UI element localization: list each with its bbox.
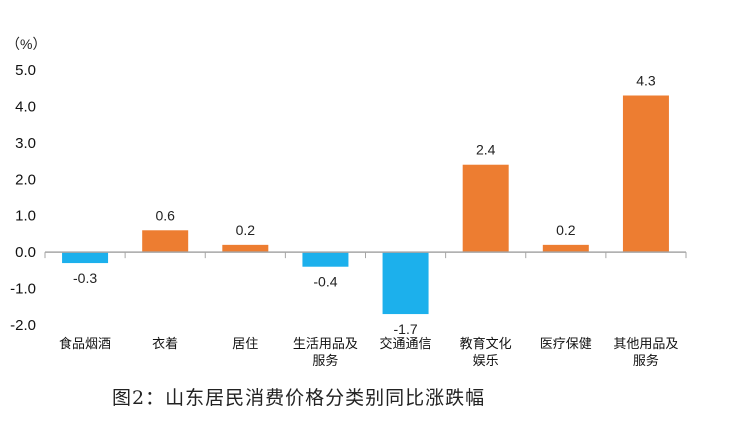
category-label: 教育文化 [460,336,512,352]
y-tick-label: -1.0 [10,281,36,298]
bar [142,230,189,253]
category-label: 其他用品及 [613,337,678,352]
y-tick-label: 2.0 [15,171,36,188]
y-axis: 5.0 4.0 3.0 2.0 1.0 0.0 -1.0 -2.0 [10,62,36,334]
bar [222,244,269,253]
bar [62,252,109,264]
x-axis [44,251,687,259]
y-unit-label: （%） [6,36,46,52]
bar [542,244,589,253]
y-tick-label: 3.0 [15,135,36,152]
data-label: 0.6 [155,207,175,223]
data-label: 0.2 [556,222,576,238]
y-tick-label: 4.0 [15,98,36,115]
y-tick-label: 1.0 [15,208,36,225]
category-label: 娱乐 [473,354,499,369]
data-label: 0.2 [236,222,256,238]
bar [302,252,349,267]
data-label: -0.3 [73,270,97,286]
category-label: 医疗保健 [540,337,592,352]
chart-caption: 图2：山东居民消费价格分类别同比涨跌幅 [112,387,486,409]
y-tick-label: 5.0 [15,62,36,79]
category-label: 居住 [232,337,258,352]
category-label: 衣着 [152,336,178,352]
bar [462,164,509,253]
data-label: -1.7 [394,321,418,337]
category-label: 食品烟酒 [59,336,111,352]
data-label: 2.4 [476,142,496,158]
data-label: 4.3 [636,73,656,89]
y-tick-label: -2.0 [10,317,36,334]
y-tick-label: 0.0 [15,244,36,261]
bar [622,95,669,253]
category-label: 生活用品及 [293,337,358,352]
data-labels: -0.3 0.6 0.2 -0.4 -1.7 2.4 0.2 4.3 [73,73,656,338]
category-label: 服务 [312,353,338,369]
bar [382,252,429,315]
category-label: 服务 [633,353,659,369]
category-label: 交通通信 [380,336,432,352]
bars [62,95,669,315]
data-label: -0.4 [313,274,337,290]
